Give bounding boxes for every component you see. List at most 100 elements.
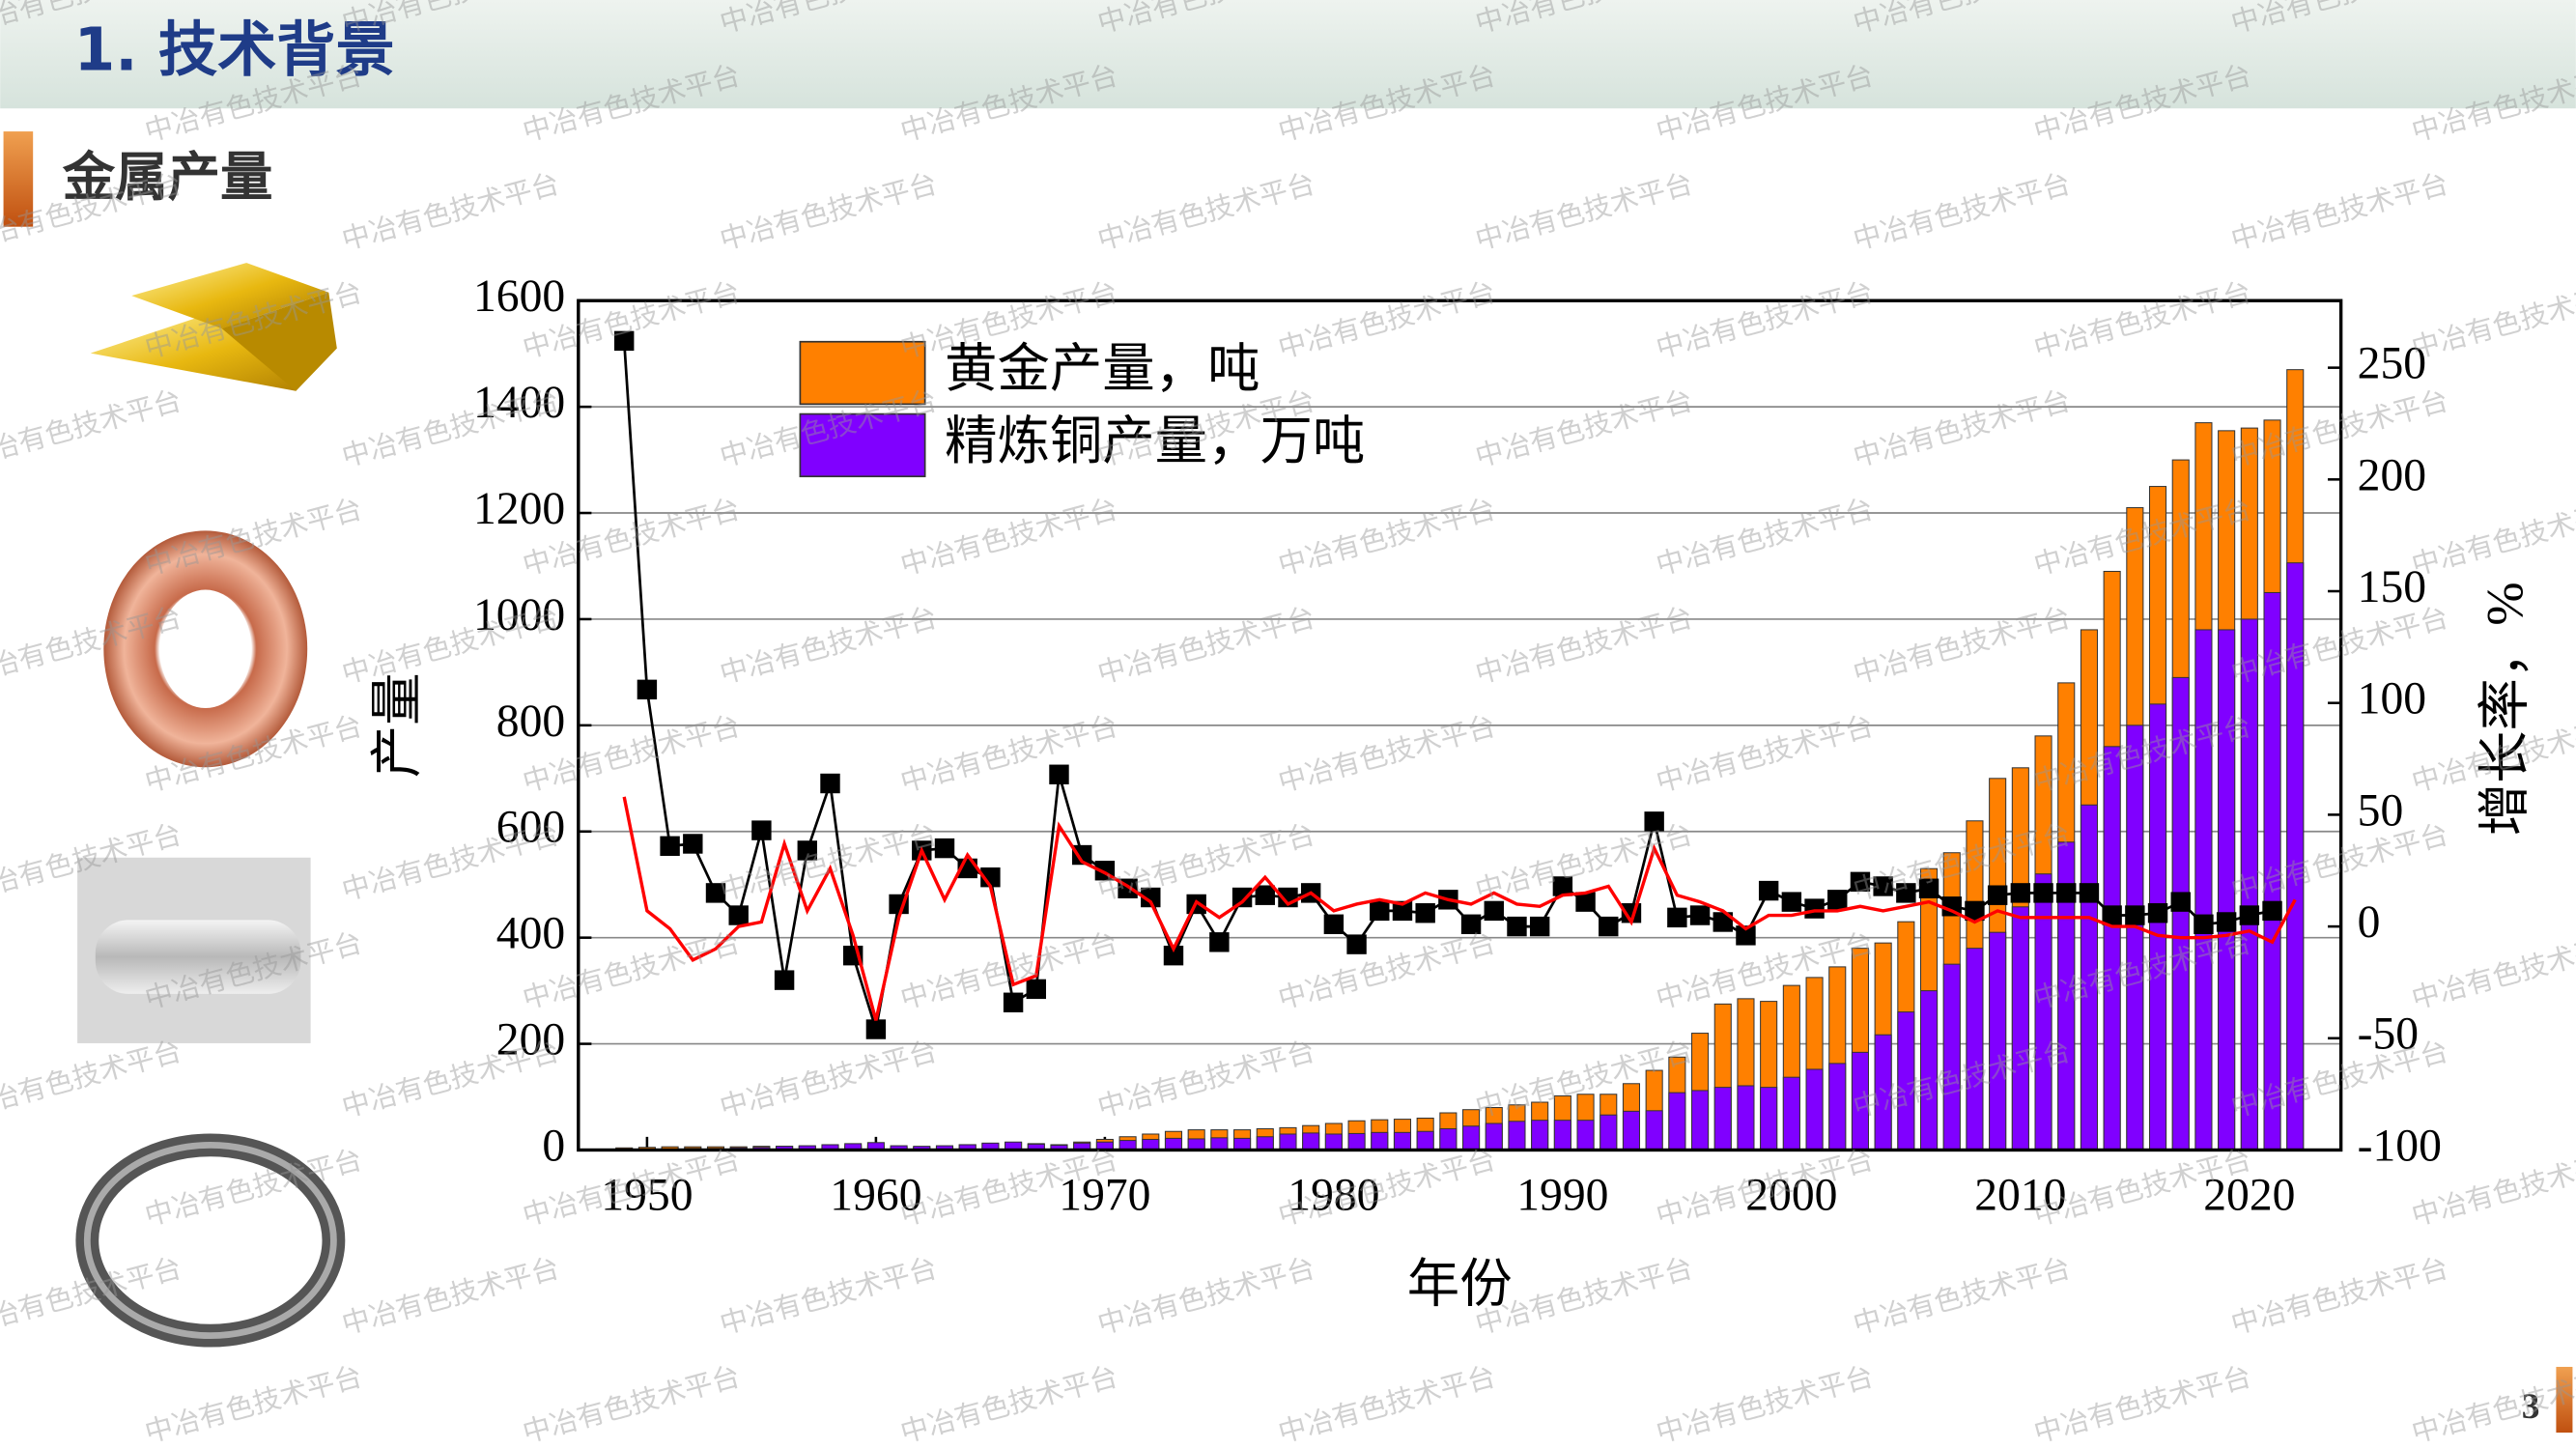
bar [1302,1132,1320,1151]
square-marker [751,820,772,840]
watermark: 中冶有色技术平台 [1094,1035,1318,1124]
watermark: 中冶有色技术平台 [519,1359,743,1449]
square-marker [1255,885,1275,905]
bar [1805,1068,1824,1151]
y-tick-label: 800 [496,696,565,747]
copper-coil-image [103,530,308,768]
wire-coil-image [75,1133,346,1348]
y2-tick-label: 200 [2358,450,2426,500]
bar [2126,724,2144,1151]
bar [1164,1137,1183,1151]
bar [1210,1137,1229,1151]
square-marker [2170,892,2191,912]
subtitle-bar [3,131,34,227]
watermark: 中冶有色技术平台 [1275,925,1499,1015]
bar [2011,906,2029,1151]
square-marker [797,840,818,861]
x-tick-label: 1970 [1059,1170,1150,1220]
square-marker [865,1019,887,1039]
square-marker [1850,871,1871,893]
square-marker [1667,907,1687,928]
square-marker [1392,900,1413,922]
bar [1324,1133,1343,1151]
bar [1439,1127,1458,1151]
square-marker [614,330,635,352]
bar [1371,1131,1389,1151]
bar [2103,746,2121,1151]
page-bar [2556,1366,2573,1433]
watermark: 中冶有色技术平台 [2408,1359,2576,1449]
y-tick-label: 400 [496,909,565,959]
square-marker [1896,883,1916,903]
square-marker [1370,900,1390,922]
bar [1553,1120,1571,1151]
square-marker [1873,876,1893,896]
y2-tick-label: 250 [2358,339,2426,389]
square-marker [1346,934,1367,954]
square-marker [2056,883,2077,903]
square-marker [1552,876,1573,896]
x-tick-label: 1990 [1516,1170,1608,1220]
x-tick-label: 2000 [1745,1170,1837,1220]
bar [1393,1131,1412,1151]
subtitle: 金属产量 [63,146,273,208]
y2-tick-label: 0 [2358,897,2381,948]
square-marker [1689,905,1711,925]
y-tick-label: 1600 [473,271,565,322]
y-tick-label: 1400 [473,378,565,428]
series-line [622,796,2297,1021]
square-marker [774,970,795,990]
watermark: 中冶有色技术平台 [1850,167,2074,257]
square-marker [1484,900,1504,922]
watermark: 中冶有色技术平台 [141,1359,365,1449]
square-marker [1987,885,2008,905]
square-marker [1141,887,1161,908]
watermark: 中冶有色技术平台 [1653,709,1877,799]
square-marker [2239,905,2260,925]
watermark: 中冶有色技术平台 [338,384,562,473]
y-axis-label: 产量 [368,672,426,778]
y-tick-label: 200 [496,1014,565,1065]
watermark: 中冶有色技术平台 [1653,275,1877,365]
square-marker [1460,914,1482,934]
bar [1187,1138,1205,1151]
square-marker [1965,900,1985,922]
y-tick-label: 1200 [473,484,565,534]
x-tick-label: 1960 [830,1170,921,1220]
square-marker [1323,914,1345,934]
square-marker [1026,979,1046,1000]
watermark: 中冶有色技术平台 [1275,1359,1499,1449]
bar [1576,1120,1595,1151]
watermark: 中冶有色技术平台 [1850,601,2074,691]
square-marker [2125,905,2145,925]
watermark: 中冶有色技术平台 [716,1035,940,1124]
square-marker [683,834,703,854]
watermark: 中冶有色技术平台 [1094,167,1318,257]
square-marker [637,679,658,700]
watermark: 中冶有色技术平台 [1275,709,1499,799]
square-marker [1918,878,1939,898]
square-marker [1003,992,1024,1012]
square-marker [1804,898,1825,919]
square-marker [1736,925,1756,946]
square-marker [728,905,749,925]
x-tick-label: 1950 [601,1170,693,1220]
watermark: 中冶有色技术平台 [1094,601,1318,691]
legend-label: 精炼铜产量，万吨 [945,412,1365,470]
watermark: 中冶有色技术平台 [2408,925,2576,1015]
bar [1691,1090,1710,1151]
x-tick-label: 2020 [2203,1170,2295,1220]
watermark: 中冶有色技术平台 [1275,275,1499,365]
square-marker [2033,883,2053,903]
watermark: 中冶有色技术平台 [2227,1251,2451,1341]
square-marker [1575,892,1596,912]
square-marker [934,838,955,859]
bar [1347,1132,1366,1151]
bar [1279,1133,1297,1151]
bar [1782,1076,1800,1151]
watermark: 中冶有色技术平台 [1653,492,1877,582]
watermark: 中冶有色技术平台 [1472,601,1696,691]
square-marker [1781,892,1802,912]
square-marker [1644,811,1664,832]
square-marker [1231,887,1253,908]
